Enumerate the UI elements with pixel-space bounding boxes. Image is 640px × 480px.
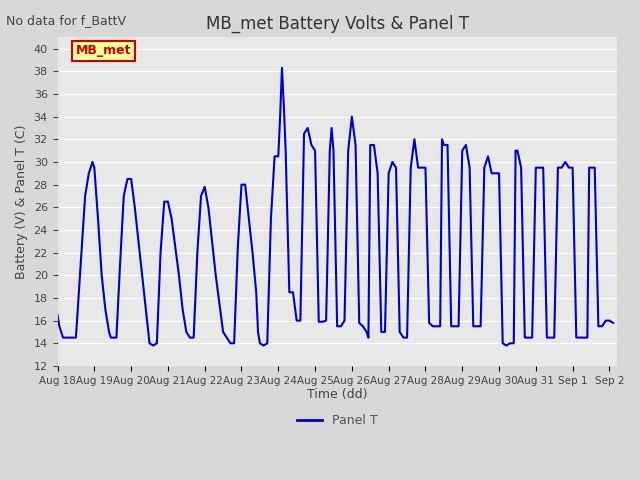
Text: No data for f_BattV: No data for f_BattV [6, 14, 127, 27]
Text: MB_met: MB_met [76, 44, 131, 57]
Y-axis label: Battery (V) & Panel T (C): Battery (V) & Panel T (C) [15, 124, 28, 279]
X-axis label: Time (dd): Time (dd) [307, 388, 367, 401]
Legend: Panel T: Panel T [292, 409, 383, 432]
Title: MB_met Battery Volts & Panel T: MB_met Battery Volts & Panel T [205, 15, 468, 33]
